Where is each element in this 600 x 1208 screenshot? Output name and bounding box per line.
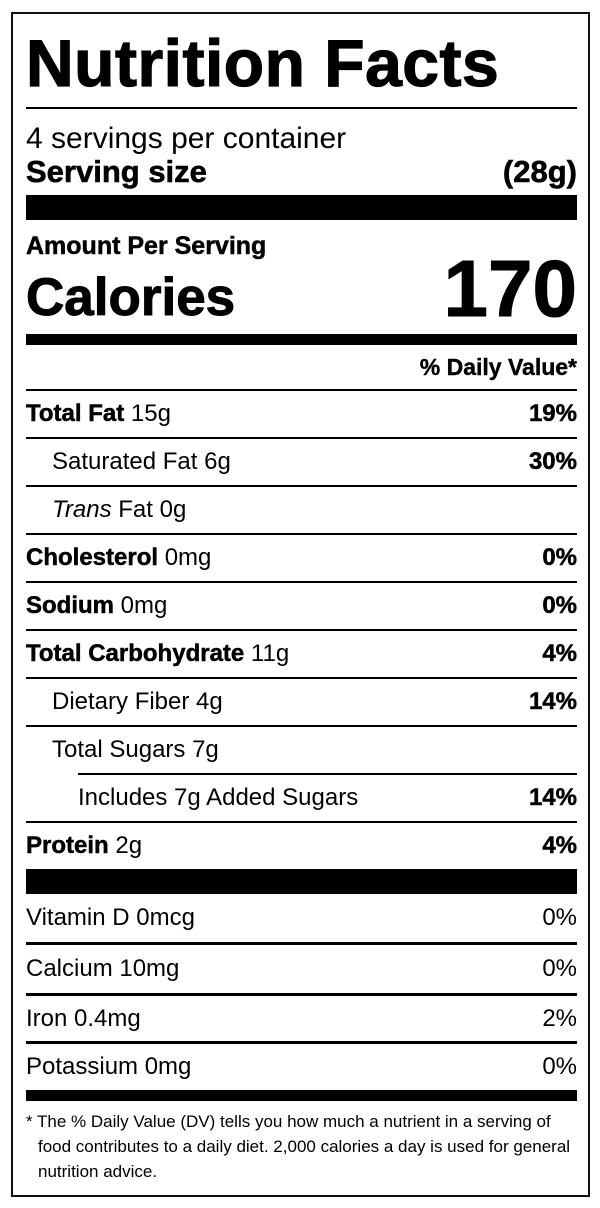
nutrient-row-sodium: Sodium 0mg 0% — [26, 583, 577, 629]
nutrient-dv: 4% — [542, 832, 577, 860]
nutrient-row-dietary-fiber: Dietary Fiber 4g 14% — [26, 679, 577, 725]
divider — [26, 821, 577, 823]
nutrient-dv: 30% — [528, 448, 578, 476]
vitamin-dv: 0% — [542, 955, 577, 982]
divider — [26, 533, 577, 535]
serving-size: Serving size (28g) — [26, 154, 578, 189]
nutrition-facts-label: Nutrition Facts 4 servings per container… — [11, 12, 590, 1197]
servings-per-container: 4 servings per container — [26, 122, 347, 155]
nutrient-row-added-sugars: Includes 7g Added Sugars 14% — [26, 775, 577, 821]
vitamin-text: Potassium 0mg — [26, 1053, 192, 1080]
nutrient-amount: 4g — [196, 688, 223, 715]
divider — [26, 581, 577, 583]
medium-divider — [26, 1090, 577, 1101]
nutrient-row-saturated-fat: Saturated Fat 6g 30% — [26, 439, 577, 485]
nutrient-name: Protein — [26, 832, 109, 860]
nutrient-name: Sodium — [26, 592, 115, 620]
nutrient-amount: 15g — [130, 400, 171, 427]
divider — [26, 942, 577, 945]
vitamin-text: Calcium 10mg — [26, 955, 180, 982]
nutrient-row-trans-fat: Trans Fat 0g — [26, 487, 577, 533]
nutrient-row-total-fat: Total Fat 15g 19% — [26, 391, 578, 437]
vitamin-row: Vitamin D 0mcg 0% — [26, 894, 577, 942]
nutrient-amount: 11g — [250, 640, 290, 667]
divider — [26, 437, 577, 439]
vitamin-row: Potassium 0mg 0% — [26, 1044, 577, 1090]
nutrient-name: Dietary Fiber — [52, 688, 190, 715]
divider — [26, 629, 577, 631]
nutrient-amount: 7g — [192, 736, 219, 763]
vitamin-dv: 2% — [542, 1004, 577, 1032]
nutrient-name: Total Carbohydrate — [26, 640, 245, 668]
nutrient-dv: 4% — [542, 640, 577, 668]
calories-row: Calories 170 — [25, 244, 577, 333]
calories-value: 170 — [443, 244, 577, 333]
nutrient-amount: 0mg — [120, 592, 168, 619]
medium-divider — [26, 334, 577, 345]
nutrient-dv: 14% — [528, 784, 578, 812]
divider — [26, 993, 577, 996]
vitamin-dv: 0% — [542, 1053, 577, 1080]
nutrient-name-suffix: Fat — [118, 496, 153, 523]
nutrient-amount: 0g — [159, 496, 187, 523]
divider — [26, 1041, 577, 1044]
nutrient-row-total-sugars: Total Sugars 7g — [26, 727, 577, 773]
nutrient-dv: 14% — [528, 688, 578, 716]
divider — [26, 107, 577, 109]
nutrient-row-total-carbohydrate: Total Carbohydrate 11g 4% — [26, 631, 577, 677]
divider — [26, 725, 577, 727]
nutrient-name: Trans — [52, 496, 112, 523]
nutrient-amount: 0mg — [164, 544, 212, 571]
thick-divider — [26, 869, 577, 894]
nutrient-name: Saturated Fat — [52, 448, 198, 475]
daily-value-header: % Daily Value* — [419, 354, 578, 380]
vitamin-row: Calcium 10mg 0% — [26, 945, 577, 993]
nutrient-dv: 19% — [528, 400, 578, 428]
thick-divider — [26, 195, 577, 220]
nutrient-name: Includes 7g Added Sugars — [78, 784, 359, 811]
serving-size-label: Serving size — [26, 154, 208, 189]
vitamin-text: Vitamin D 0mcg — [26, 904, 195, 931]
divider — [78, 773, 577, 775]
nutrient-name: Total Sugars — [52, 736, 186, 763]
calories-label: Calories — [25, 268, 236, 327]
label-title: Nutrition Facts — [25, 26, 500, 100]
vitamin-dv: 0% — [542, 904, 577, 931]
footnote: * The % Daily Value (DV) tells you how m… — [26, 1112, 571, 1181]
nutrient-amount: 2g — [115, 832, 143, 859]
vitamin-row: Iron 0.4mg 2% — [26, 996, 577, 1041]
divider — [26, 677, 577, 679]
divider — [26, 485, 577, 487]
vitamin-text: Iron 0.4mg — [26, 1004, 141, 1032]
nutrient-name: Total Fat — [26, 400, 125, 428]
nutrient-row-protein: Protein 2g 4% — [26, 823, 577, 869]
nutrient-dv: 0% — [542, 592, 577, 620]
nutrient-dv: 0% — [542, 544, 577, 572]
nutrient-row-cholesterol: Cholesterol 0mg 0% — [26, 535, 577, 581]
nutrient-amount: 6g — [204, 448, 231, 475]
divider — [26, 389, 577, 391]
nutrient-name: Cholesterol — [26, 544, 159, 572]
serving-size-value: (28g) — [502, 154, 578, 189]
amount-per-serving: Amount Per Serving — [26, 232, 267, 261]
